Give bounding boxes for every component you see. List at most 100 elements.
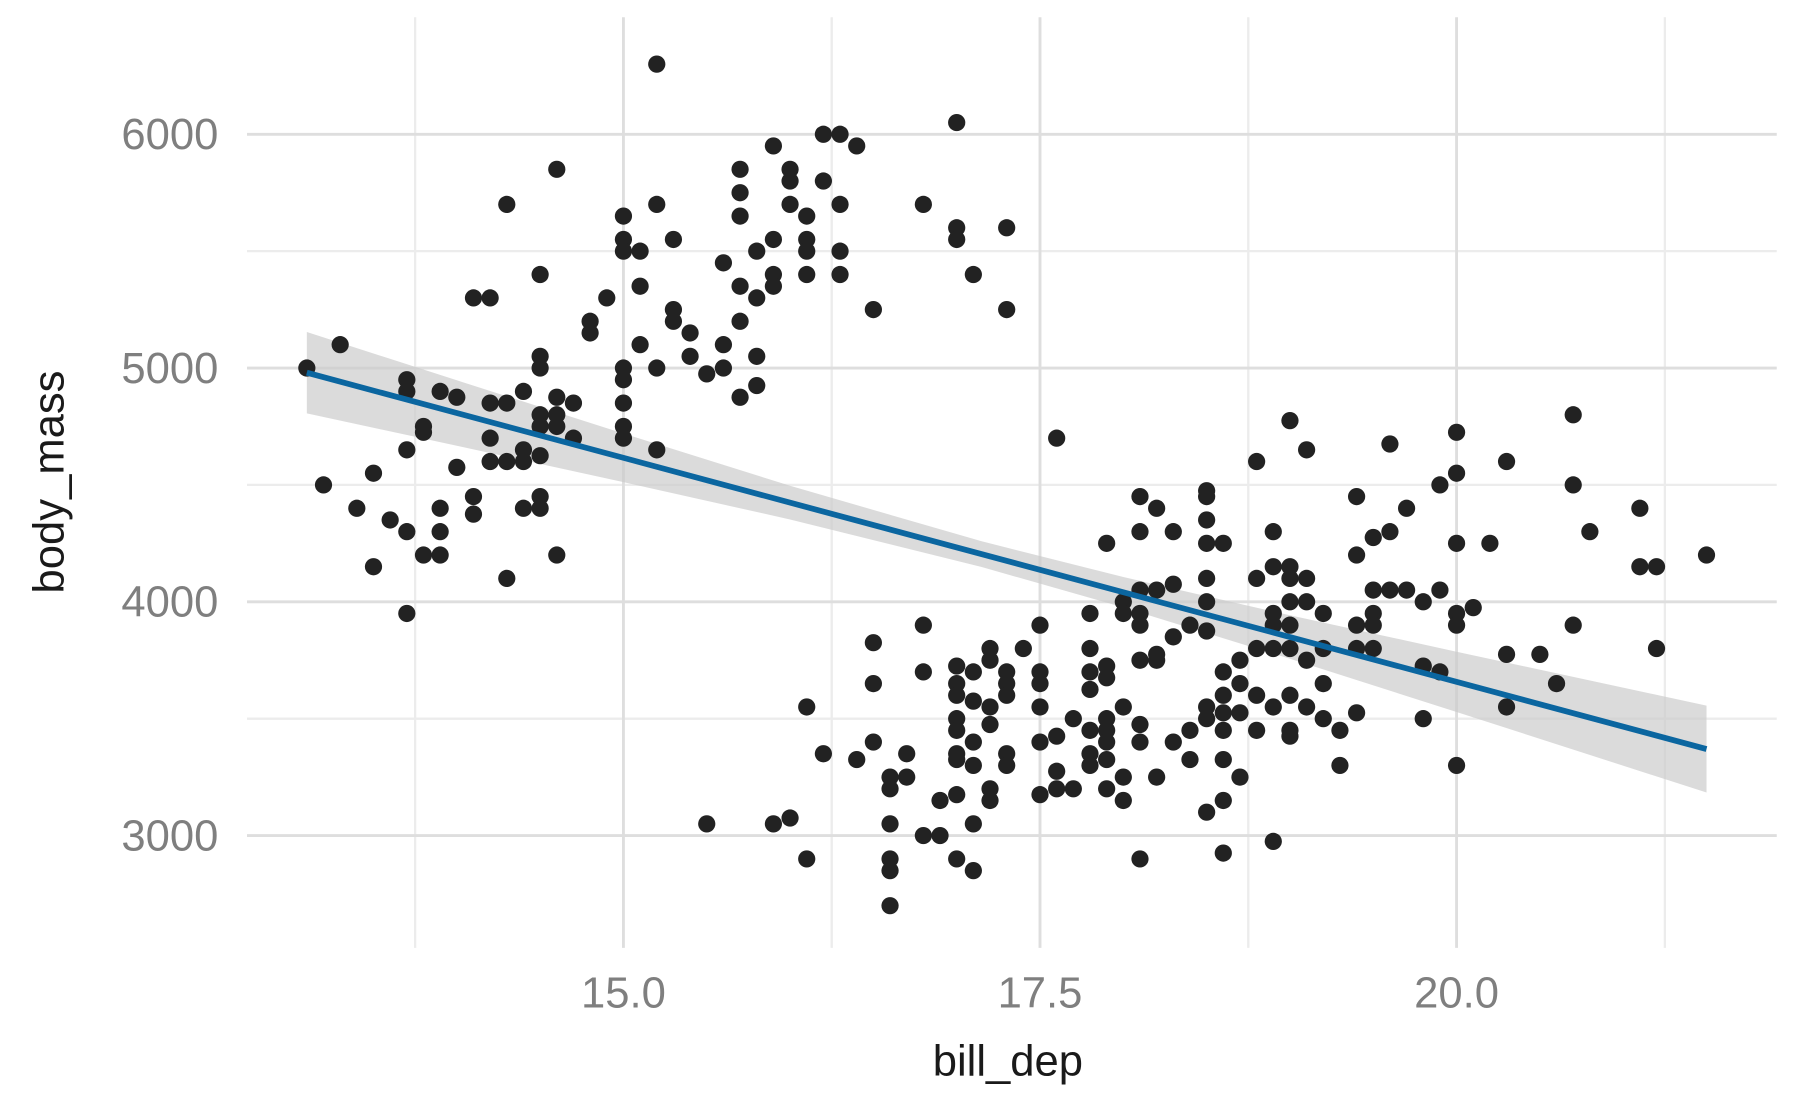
data-point (1198, 534, 1216, 552)
data-point (1581, 523, 1599, 541)
data-point (1031, 674, 1049, 693)
data-point (681, 347, 699, 365)
data-point (1497, 698, 1516, 716)
data-point (1214, 686, 1232, 704)
data-point (798, 850, 816, 868)
data-point (1347, 616, 1366, 634)
data-point (464, 505, 483, 523)
data-point (1248, 569, 1266, 588)
data-point (964, 692, 982, 710)
data-point (698, 815, 716, 833)
data-point (648, 195, 666, 214)
data-point (1281, 412, 1299, 430)
data-point (664, 230, 683, 249)
data-point (1347, 546, 1366, 564)
data-point (1214, 663, 1232, 681)
data-point (1064, 780, 1082, 798)
data-point (714, 359, 733, 377)
x-tick-label: 17.5 (998, 970, 1083, 1018)
data-point (1081, 604, 1099, 623)
data-point (1331, 756, 1349, 775)
data-point (714, 336, 733, 354)
data-point (981, 651, 999, 669)
data-point (998, 756, 1016, 775)
data-point (414, 546, 433, 564)
data-point (914, 826, 932, 845)
data-point (1064, 710, 1082, 728)
data-point (664, 312, 683, 330)
data-point (864, 300, 882, 319)
data-point (898, 768, 916, 786)
data-point (1081, 756, 1099, 775)
data-point (1447, 616, 1466, 634)
data-point (464, 289, 483, 307)
data-point (1248, 639, 1266, 658)
data-point (1164, 575, 1182, 593)
data-point (948, 721, 966, 739)
data-point (1098, 780, 1116, 798)
data-point (1298, 441, 1316, 459)
data-point (631, 277, 649, 295)
data-point (931, 791, 949, 810)
data-point (1414, 710, 1432, 728)
x-axis-title: bill_dep (933, 1037, 1083, 1085)
data-point (1131, 616, 1149, 634)
data-point (1381, 435, 1399, 453)
data-point (1347, 704, 1366, 722)
data-point (1381, 523, 1399, 541)
data-point (948, 113, 966, 132)
data-point (798, 265, 816, 284)
data-point (1131, 850, 1149, 868)
data-point (948, 686, 966, 704)
data-point (1114, 698, 1132, 716)
data-point (814, 745, 832, 763)
data-point (1198, 622, 1216, 640)
data-point (1031, 698, 1049, 716)
data-point (948, 850, 966, 868)
data-point (614, 207, 633, 225)
y-tick-label: 5000 (121, 345, 218, 393)
data-point (498, 195, 516, 214)
data-point (748, 347, 766, 365)
data-point (1248, 721, 1266, 739)
data-point (1298, 651, 1316, 669)
data-point (831, 242, 849, 260)
data-point (781, 809, 799, 827)
data-point (1098, 669, 1116, 687)
data-point (1314, 604, 1332, 623)
data-point (314, 476, 333, 494)
data-point (648, 441, 666, 459)
data-point (1298, 698, 1316, 716)
data-point (798, 207, 816, 225)
data-point (398, 441, 416, 459)
data-point (1214, 844, 1232, 862)
data-point (964, 756, 982, 775)
data-point (831, 125, 849, 143)
data-point (1181, 750, 1199, 769)
data-point (1164, 733, 1182, 751)
y-tick-label: 4000 (121, 579, 218, 627)
data-point (1414, 593, 1432, 611)
data-point (914, 663, 932, 681)
x-tick-label: 15.0 (581, 970, 666, 1018)
data-point (748, 289, 766, 307)
data-point (1198, 511, 1216, 529)
data-point (531, 447, 549, 465)
data-point (898, 745, 916, 763)
data-point (1231, 768, 1249, 786)
data-point (1264, 832, 1282, 851)
data-point (548, 546, 566, 564)
data-point (498, 394, 516, 412)
data-point (614, 394, 633, 412)
data-point (1114, 604, 1132, 623)
data-point (1131, 523, 1149, 541)
data-point (998, 219, 1016, 237)
data-point (698, 365, 716, 383)
data-point (1381, 581, 1399, 599)
data-point (964, 862, 982, 880)
y-tick-label: 6000 (121, 111, 218, 159)
data-point (931, 826, 949, 845)
data-point (431, 523, 449, 541)
data-point (1547, 674, 1566, 693)
